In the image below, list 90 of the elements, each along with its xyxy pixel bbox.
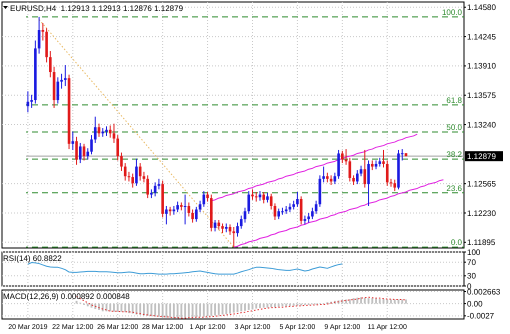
- candlestick: [108, 124, 112, 138]
- candlestick: [138, 162, 142, 182]
- y-tick-label: 1.14580: [467, 3, 496, 12]
- candlestick: [217, 219, 220, 230]
- candlestick: [49, 50, 52, 78]
- line-series: [27, 262, 343, 275]
- y-tick-label: 30: [467, 272, 476, 281]
- candlestick: [131, 173, 134, 188]
- candlestick: [236, 222, 239, 238]
- candlestick: [334, 172, 336, 185]
- candlestick: [188, 202, 190, 217]
- candlestick: [382, 149, 385, 168]
- candlestick: [56, 76, 60, 104]
- candlestick: [75, 136, 78, 166]
- candlestick: [98, 123, 100, 138]
- y-tick-label: 1.13910: [467, 62, 496, 71]
- y-tick-label: 1.11895: [467, 238, 496, 248]
- ref-line-label: 61.8: [446, 96, 463, 105]
- y-tick-label: 0.002663: [467, 287, 501, 296]
- candlestick: [135, 158, 138, 186]
- candlestick: [214, 219, 216, 232]
- candlestick: [240, 215, 243, 230]
- candlestick: [195, 206, 198, 222]
- chart-title: MACD(12,26,9) 0.000892 0.000848: [3, 292, 130, 301]
- candlestick: [38, 16, 40, 54]
- ref-line-label: 100.0: [442, 8, 463, 17]
- candlestick: [42, 22, 44, 42]
- candlestick: [344, 148, 348, 166]
- line-series: [233, 179, 444, 248]
- ref-line-label: 0.0: [450, 238, 463, 248]
- candlestick: [94, 116, 97, 144]
- candlestick: [202, 190, 206, 208]
- candlestick: [142, 171, 146, 183]
- y-tick-label: 1.12565: [467, 179, 496, 188]
- candlestick: [191, 208, 194, 224]
- chart-title: RSI(14) 60.8822: [3, 254, 62, 263]
- candlestick: [176, 201, 179, 213]
- candlestick: [64, 64, 67, 87]
- candlestick: [314, 200, 318, 214]
- candlestick: [367, 160, 370, 206]
- chart-title: EURUSD,H4 1.12913 1.12913 1.12876 1.12879: [10, 4, 184, 13]
- candlestick: [105, 126, 108, 136]
- y-tick-label: 70: [467, 258, 476, 267]
- candlestick: [337, 149, 340, 180]
- candlestick: [356, 170, 359, 185]
- candlestick: [78, 142, 82, 164]
- candlestick: [206, 191, 209, 202]
- candlestick: [393, 179, 396, 192]
- candlestick: [363, 149, 366, 188]
- candlestick: [352, 174, 355, 186]
- candlestick: [198, 200, 202, 213]
- candlestick: [258, 190, 262, 202]
- candlestick: [165, 205, 168, 225]
- ref-line-label: 38.2: [446, 150, 463, 160]
- candlestick: [251, 188, 254, 200]
- y-tick-label: -0.0027: [467, 312, 495, 321]
- candlestick: [326, 172, 329, 183]
- candlestick: [341, 150, 344, 164]
- candlestick: [228, 224, 232, 236]
- candlestick: [184, 194, 186, 225]
- candlestick: [274, 202, 276, 220]
- candlestick: [296, 191, 299, 208]
- candlestick: [154, 182, 156, 197]
- y-tick-label: 1.13240: [467, 120, 496, 130]
- candlestick: [82, 143, 86, 161]
- candlestick: [348, 157, 352, 182]
- ref-line-label: 50.0: [446, 123, 463, 132]
- candlestick: [116, 134, 120, 161]
- candlestick: [266, 192, 269, 203]
- line-series: [38, 19, 234, 248]
- candlestick: [30, 94, 33, 108]
- y-tick-label: 100: [467, 248, 481, 257]
- candlestick: [311, 207, 314, 220]
- candlestick: [277, 208, 280, 220]
- candlestick: [386, 160, 389, 186]
- candlestick: [300, 196, 302, 225]
- candlestick: [322, 166, 325, 183]
- y-tick-label: 1.14245: [467, 32, 496, 42]
- candlestick: [254, 191, 258, 202]
- y-tick-label: 1.12230: [467, 208, 496, 218]
- ref-line-label: 23.6: [446, 184, 463, 193]
- candlestick: [146, 174, 149, 199]
- y-tick-label: 0.00: [467, 299, 484, 308]
- candlestick: [158, 178, 160, 190]
- ref-line-label: 1.12879: [467, 152, 496, 161]
- y-tick-label: 1.13575: [467, 91, 496, 100]
- candlestick: [221, 222, 224, 234]
- candlestick: [262, 191, 266, 204]
- candlestick: [270, 193, 273, 210]
- candlestick: [71, 131, 74, 150]
